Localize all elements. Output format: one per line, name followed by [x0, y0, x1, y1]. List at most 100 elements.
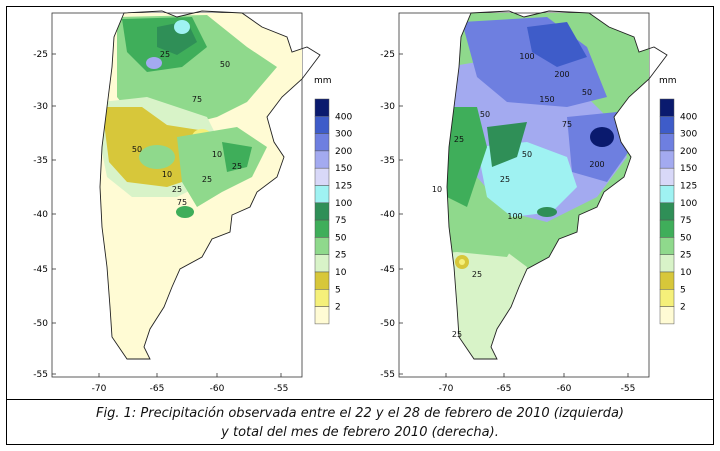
lat-tick-label: -30 — [380, 102, 395, 112]
left-lon-axis: -70 -65 -60 -55 — [92, 373, 289, 394]
legend-level-label: 400 — [680, 112, 697, 122]
right-lat-axis: -25 -30 -35 -40 -45 -50 -55 — [380, 50, 403, 380]
lat-tick-label: -50 — [380, 319, 395, 329]
left-map: -25 -30 -35 -40 -45 -50 -55 -70 -65 -60 -55 — [33, 10, 321, 394]
caption-line-1: Fig. 1: Precipitación observada entre el… — [96, 406, 624, 421]
contour-label: 10 — [162, 170, 172, 179]
lat-tick-label: -50 — [33, 319, 48, 329]
legend-level-label: 300 — [680, 130, 697, 140]
legend-level-label: 2 — [335, 303, 341, 313]
legend-swatch — [314, 150, 330, 169]
legend-level-label: 150 — [680, 164, 697, 174]
contour-label: 50 — [582, 88, 592, 97]
lon-tick-label: -60 — [557, 384, 572, 394]
legend-swatch — [659, 116, 675, 134]
lat-tick-label: -25 — [380, 50, 395, 60]
legend-level-label: 200 — [335, 147, 352, 157]
legend-swatch — [659, 133, 675, 152]
legend-swatch — [659, 289, 675, 307]
legend-swatch — [314, 289, 330, 307]
contour-label: 200 — [554, 70, 569, 79]
contour-label: 10 — [212, 150, 222, 159]
contour-label: 25 — [472, 270, 482, 279]
contour-label: 25 — [454, 135, 464, 144]
legend-level-label: 5 — [335, 285, 341, 295]
contour-label: 100 — [519, 52, 534, 61]
lat-tick-label: -40 — [380, 210, 395, 220]
left-legend: mm 400 300 200 150 125 100 75 50 25 10 5 2 — [314, 76, 352, 325]
right-contour-labels: 100 150 200 50 75 200 100 25 50 25 50 25 25 10 — [432, 52, 605, 339]
lat-tick-label: -45 — [380, 265, 395, 275]
left-lat-axis: -25 -30 -35 -40 -45 -50 -55 — [33, 50, 56, 380]
contour-label: 100 — [507, 212, 522, 221]
contour-label: 200 — [589, 160, 604, 169]
legend-level-label: 150 — [335, 164, 352, 174]
contour-label: 75 — [562, 120, 572, 129]
lat-tick-label: -30 — [33, 102, 48, 112]
legend-level-label: 50 — [680, 233, 692, 243]
contour-label: 150 — [539, 95, 554, 104]
lat-tick-label: -40 — [33, 210, 48, 220]
contour-label: 75 — [192, 95, 202, 104]
legend-level-label: 5 — [680, 285, 686, 295]
lat-tick-label: -55 — [33, 370, 48, 380]
contour-label: 25 — [202, 175, 212, 184]
contour-label: 75 — [177, 198, 187, 207]
contour-label: 25 — [452, 330, 462, 339]
lon-tick-label: -60 — [210, 384, 225, 394]
lon-tick-label: -70 — [92, 384, 107, 394]
legend-level-label: 10 — [335, 268, 347, 278]
contour-label: 50 — [132, 145, 142, 154]
lon-tick-label: -65 — [150, 384, 165, 394]
legend-level-label: 10 — [680, 268, 692, 278]
lon-tick-label: -70 — [439, 384, 454, 394]
contour-label: 50 — [480, 110, 490, 119]
legend-level-label: 50 — [335, 233, 347, 243]
legend-swatch — [314, 306, 330, 325]
legend-swatch — [659, 150, 675, 169]
contour-label: 50 — [522, 150, 532, 159]
legend-swatch — [659, 219, 675, 238]
lon-tick-label: -55 — [621, 384, 636, 394]
figure-frame: -25 -30 -35 -40 -45 -50 -55 -70 -65 -60 -55 — [6, 6, 714, 445]
legend-level-label: 125 — [335, 182, 352, 192]
legend-swatch — [314, 167, 330, 186]
legend-swatch — [659, 237, 675, 255]
lat-tick-label: -45 — [33, 265, 48, 275]
legend-level-label: 25 — [335, 251, 346, 261]
legend-swatch — [314, 237, 330, 255]
legend-swatch — [314, 254, 330, 273]
lat-tick-label: -35 — [33, 156, 48, 166]
contour-label: 25 — [172, 185, 182, 194]
legend-swatch — [314, 219, 330, 238]
legend-swatch — [659, 167, 675, 186]
legend-level-label: 300 — [335, 130, 352, 140]
caption-line-2: y total del mes de febrero 2010 (derecha… — [221, 425, 499, 440]
legend-swatch — [314, 133, 330, 152]
legend-swatch — [314, 202, 330, 221]
legend-swatch — [314, 271, 330, 290]
contour-label: 25 — [160, 50, 170, 59]
right-legend-unit: mm — [659, 76, 677, 86]
lon-tick-label: -65 — [497, 384, 512, 394]
legend-level-label: 200 — [680, 147, 697, 157]
legend-swatch — [659, 202, 675, 221]
legend-level-label: 75 — [335, 216, 346, 226]
left-argentina-outline — [99, 10, 321, 360]
lon-tick-label: -55 — [274, 384, 289, 394]
legend-level-label: 75 — [680, 216, 691, 226]
legend-swatch — [659, 98, 675, 117]
lat-tick-label: -25 — [33, 50, 48, 60]
legend-level-label: 100 — [680, 199, 697, 209]
right-lon-axis: -70 -65 -60 -55 — [439, 373, 636, 394]
legend-swatch — [659, 254, 675, 273]
right-precip-field — [447, 13, 649, 359]
contour-label: 10 — [432, 185, 442, 194]
legend-swatch — [314, 98, 330, 117]
legend-level-label: 25 — [680, 251, 691, 261]
lat-tick-label: -35 — [380, 156, 395, 166]
map-area: -25 -30 -35 -40 -45 -50 -55 -70 -65 -60 -55 — [33, 10, 697, 394]
right-map: -25 -30 -35 -40 -45 -50 -55 -70 -65 -60 -55 — [380, 10, 668, 394]
legend-level-label: 400 — [335, 112, 352, 122]
